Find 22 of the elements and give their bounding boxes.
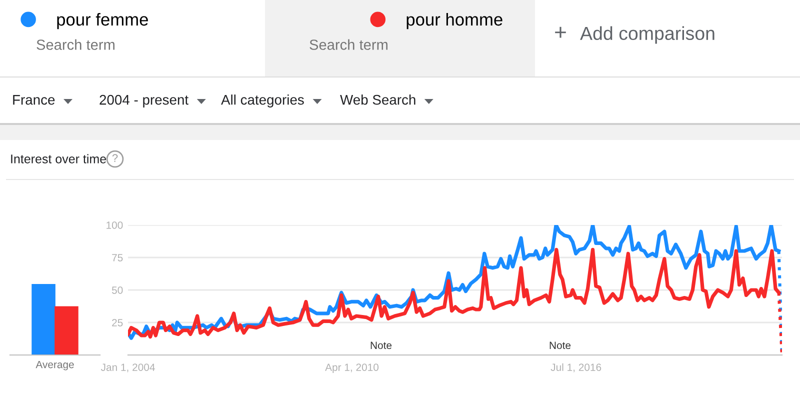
annotation: Note (550, 342, 571, 350)
text: Add comparison (580, 26, 714, 44)
legend-label: pour femme (57, 12, 148, 30)
text: 2004 - present (100, 94, 188, 108)
y-tick-label: 75 (112, 254, 123, 262)
text: + (555, 26, 566, 38)
y-tick-label: 25 (112, 319, 123, 326)
x-tick-label: Average (36, 360, 74, 370)
text: France (13, 95, 55, 105)
text: ? (112, 154, 118, 162)
chart-title: Interest over time (11, 154, 106, 164)
x-tick-label: Jul 1, 2016 (550, 363, 602, 372)
text: Search term (310, 39, 388, 50)
text: All categories (221, 94, 304, 108)
x-tick-label: Jan 1, 2004 (100, 364, 155, 372)
text: Search term (36, 39, 114, 50)
legend-label: pour homme (406, 12, 502, 30)
annotation: Note (370, 342, 392, 350)
y-tick-label: 100 (106, 222, 123, 229)
text: Web Search (340, 94, 416, 105)
y-tick-label: 50 (112, 286, 123, 294)
x-tick-label: Apr 1, 2010 (325, 364, 379, 374)
